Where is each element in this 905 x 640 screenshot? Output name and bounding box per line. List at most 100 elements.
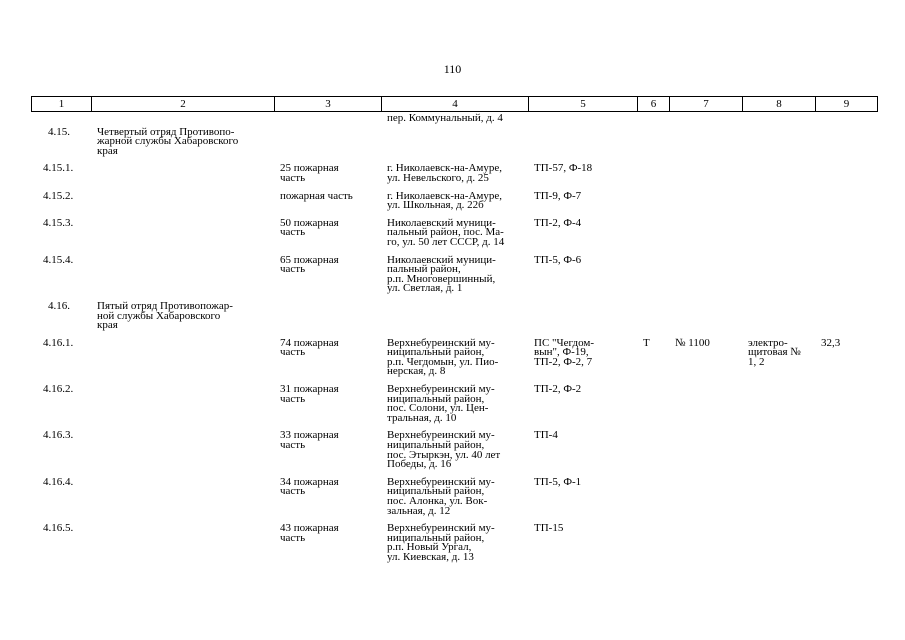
cell-col-6 [637,256,669,294]
cell-col-6 [637,128,669,157]
table-row: 4.16.3. 33 пожарная часть Верхнебуреинский… [31,429,876,471]
cell-col-2 [91,114,274,124]
cell-col-3: 50 пожарная часть [280,216,339,239]
cell-col-4: пер. Коммунальный, д. 4 [387,112,503,124]
cell-col-2 [91,339,274,377]
cell-col-9: 32,3 [821,336,841,349]
cell-col-5: ПС "Чегдом- вын", Ф-19, ТП-2, Ф-2, 7 [534,336,595,368]
cell-col-7 [669,128,742,157]
column-header-5: 5 [529,97,638,111]
cell-col-5: ТП-2, Ф-4 [534,216,582,229]
cell-col-8 [742,192,815,211]
cell-col-3: 34 пожарная часть [280,475,339,498]
cell-col-7 [669,431,742,469]
cell-col-8 [742,478,815,516]
cell-col-8 [742,431,815,469]
cell-col-5: ТП-5, Ф-6 [534,253,582,266]
cell-col-5: ТП-15 [534,522,564,535]
cell-col-9 [815,478,876,516]
cell-col-6 [637,302,669,331]
cell-col-2 [91,385,274,423]
cell-col-1: 4.16.3. [43,429,74,442]
cell-col-2 [91,164,274,183]
cell-col-6: Т [643,336,650,349]
cell-col-4: г. Николаевск-на-Амуре, ул. Невельского,… [387,162,502,184]
cell-col-6 [637,114,669,124]
cell-col-8 [742,128,815,157]
table-row: 4.15.3. 50 пожарная часть Николаевский мун… [31,216,876,248]
cell-col-7: № 1100 [675,336,710,349]
cell-col-6 [637,431,669,469]
cell-col-3: 25 пожарная часть [280,162,339,184]
cell-col-5: ТП-57, Ф-18 [534,162,593,175]
cell-col-9 [815,431,876,469]
cell-col-6 [637,385,669,423]
cell-col-2 [91,256,274,294]
cell-col-4: Верхнебуреинский му- ниципальный район, … [387,522,495,563]
cell-col-2 [91,431,274,469]
cell-col-3 [274,302,381,331]
section-row: 4.15. Четвертый отряд Противопо- жарной с… [31,125,876,157]
cell-col-2: Пятый отряд Противопожар- ной службы Хаб… [97,299,233,332]
cell-col-9 [815,114,876,124]
cell-col-3: 74 пожарная часть [280,336,339,359]
cell-col-7 [669,192,742,211]
column-header-6: 6 [638,97,670,111]
section-row: 4.16. Пятый отряд Противопожар- ной служб… [31,299,876,332]
page-number: 110 [443,62,462,76]
column-header-8: 8 [743,97,816,111]
cell-col-3: пожарная часть [280,189,353,202]
cell-col-3: 65 пожарная часть [280,253,339,276]
cell-col-3: 31 пожарная часть [280,383,339,405]
cell-col-7 [669,219,742,248]
cell-col-7 [669,302,742,331]
table-row: 4.16.5. 43 пожарная часть Верхнебуреинский… [31,522,876,563]
cell-col-7 [669,114,742,124]
cell-col-1: 4.16. [48,299,70,312]
cell-col-9 [815,385,876,423]
cell-col-1: 4.16.1. [43,336,74,349]
cell-col-8 [742,219,815,248]
table-row: 4.15.2. пожарная часть г. Николаевск-на-Ам… [31,189,876,211]
table-row: 4.15.1. 25 пожарная часть г. Николаевск-на… [31,162,876,184]
cell-col-4: Верхнебуреинский му- ниципальный район, … [387,475,495,517]
cell-col-5: ТП-9, Ф-7 [534,189,582,202]
table-row: 4.16.2. 31 пожарная часть Верхнебуреинский… [31,383,876,424]
cell-col-4: Верхнебуреинский му- ниципальный район, … [387,336,499,378]
cell-col-4 [381,128,528,157]
cell-col-7 [669,385,742,423]
cell-col-7 [669,478,742,516]
column-header-1: 1 [32,97,92,111]
cell-col-9 [815,302,876,331]
cell-col-1: 4.16.2. [43,383,74,396]
cell-col-9 [815,256,876,294]
cell-col-8 [742,256,815,294]
cell-col-8 [742,302,815,331]
cell-col-1: 4.15.1. [43,162,74,175]
cell-col-1: 4.16.5. [43,522,74,535]
cell-col-8 [742,385,815,423]
continuation-row: пер. Коммунальный, д. 4 [31,112,876,124]
column-header-7: 7 [670,97,743,111]
cell-col-5: ТП-2, Ф-2 [534,383,582,396]
cell-col-6 [637,219,669,248]
cell-col-3 [274,128,381,157]
cell-col-9 [815,192,876,211]
column-header-4: 4 [382,97,529,111]
cell-col-5: ТП-4 [534,429,558,442]
cell-col-5 [528,114,637,124]
cell-col-6 [637,478,669,516]
table-row: 4.16.4. 34 пожарная часть Верхнебуреинский… [31,475,876,517]
cell-col-7 [669,524,742,562]
cell-col-4: Верхнебуреинский му- ниципальный район, … [387,429,501,471]
cell-col-4: Николаевский муници- пальный район, пос.… [387,216,505,248]
cell-col-2 [91,478,274,516]
column-header-9: 9 [843,98,850,110]
cell-col-6 [637,164,669,183]
cell-col-9 [815,219,876,248]
cell-col-9 [815,164,876,183]
cell-col-1: 4.15. [48,125,70,138]
cell-col-3 [274,114,381,124]
cell-col-9 [815,524,876,562]
cell-col-1: 4.16.4. [43,475,74,488]
